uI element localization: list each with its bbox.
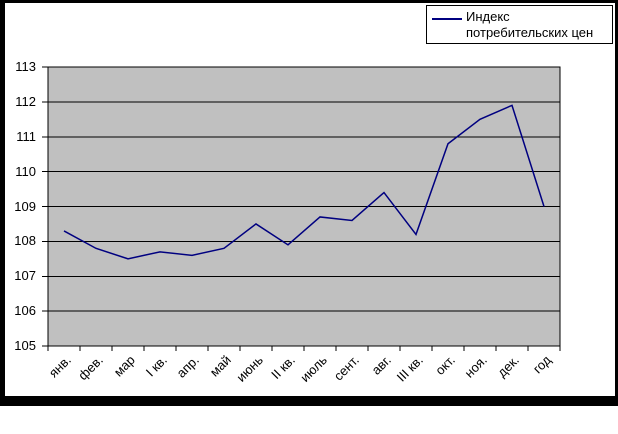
y-tick-label: 113 <box>15 59 36 74</box>
y-tick-label: 110 <box>15 163 36 179</box>
chart-plot-svg[interactable] <box>0 0 618 406</box>
legend-series-label: Индекс потребительских цен <box>466 9 594 40</box>
y-tick-label: 111 <box>16 128 36 144</box>
y-tick-label: 105 <box>14 338 36 353</box>
series-line[interactable] <box>63 104 545 260</box>
y-tick-label: 109 <box>14 198 36 214</box>
y-tick-label: 106 <box>14 303 36 319</box>
y-tick-label: 108 <box>14 233 36 249</box>
legend-line-sample-icon <box>432 18 462 20</box>
y-tick-label: 112 <box>15 93 36 109</box>
y-tick-label: 107 <box>14 268 36 284</box>
legend-box[interactable]: Индекс потребительских цен <box>426 5 613 44</box>
